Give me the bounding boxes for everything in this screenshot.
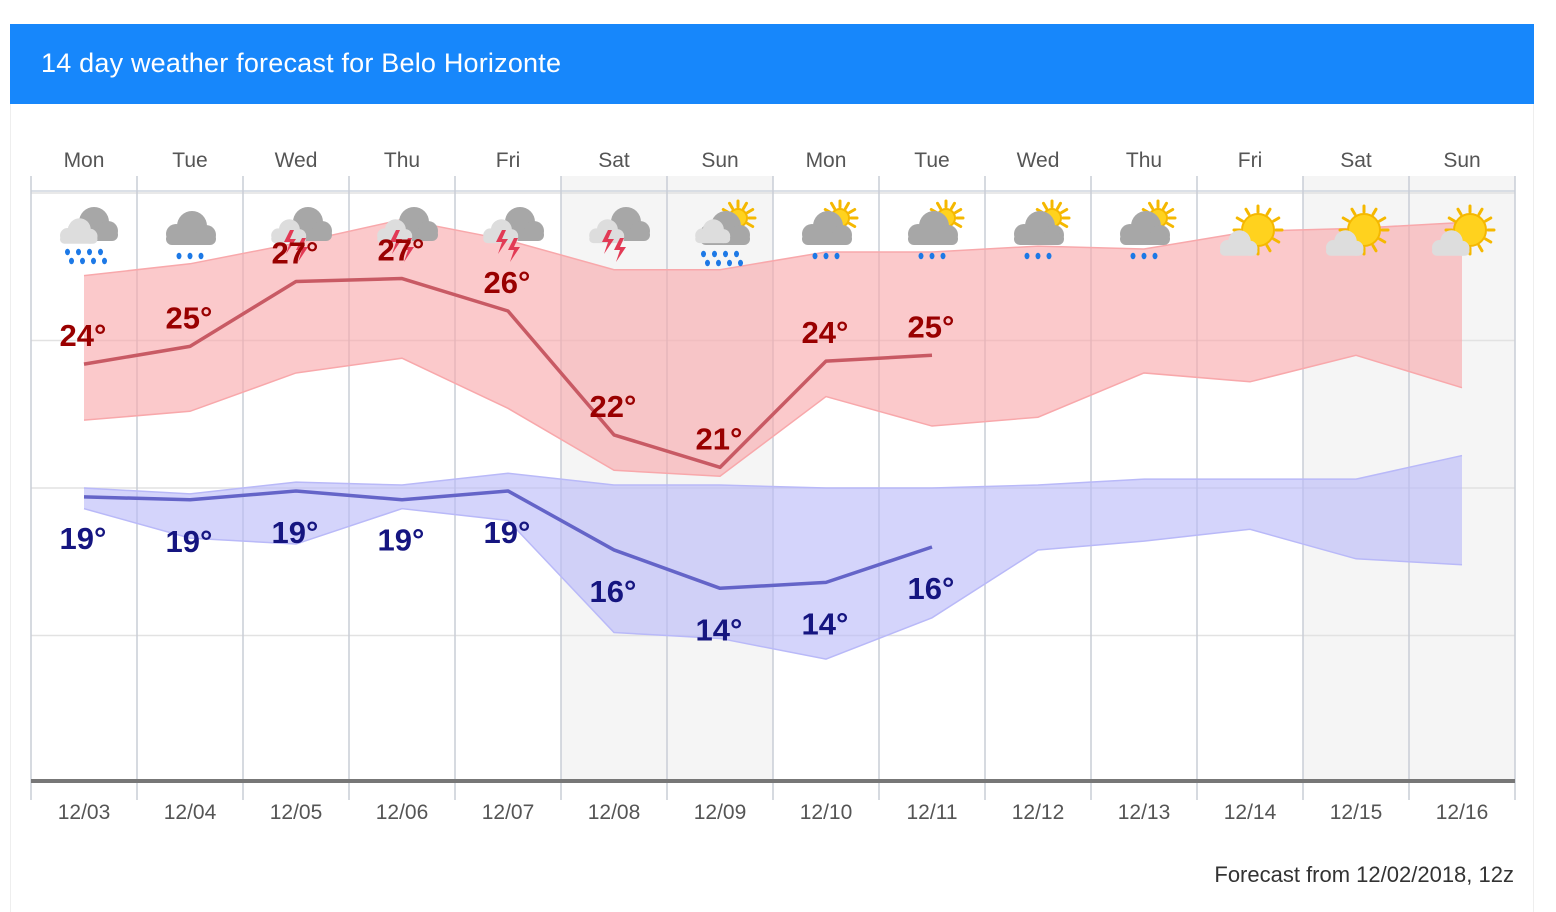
thunderstorm-icon [483, 207, 544, 262]
day-name-label: Sun [1443, 149, 1480, 172]
date-label: 12/04 [164, 801, 217, 824]
date-label: 12/07 [482, 801, 535, 824]
date-label: 12/10 [800, 801, 853, 824]
day-name-label: Wed [1017, 149, 1060, 172]
low-temp-label: 16° [590, 574, 637, 609]
day-name-label: Sat [598, 149, 630, 172]
high-temperature-band [84, 219, 1462, 477]
date-label: 12/03 [58, 801, 111, 824]
low-temp-label: 19° [272, 515, 319, 550]
day-name-label: Mon [64, 149, 105, 172]
date-label: 12/06 [376, 801, 429, 824]
day-name-label: Sun [701, 149, 738, 172]
low-temperature-line [83, 489, 933, 591]
sun-rain-cloud-icon [695, 199, 757, 267]
low-temp-label: 19° [60, 521, 107, 556]
date-label: 12/13 [1118, 801, 1171, 824]
sun-drizzle-cloud-icon [1014, 199, 1071, 260]
day-name-label: Tue [914, 149, 949, 172]
forecast-lines [83, 276, 933, 591]
day-name-label: Thu [384, 149, 420, 172]
high-temperature-band-lower-edge [83, 354, 1463, 477]
low-temp-label: 19° [484, 515, 531, 550]
forecast-source-note: Forecast from 12/02/2018, 12z [1214, 862, 1514, 887]
date-label: 12/11 [907, 801, 958, 824]
day-name-label: Sat [1340, 149, 1372, 172]
low-temp-label: 19° [166, 524, 213, 559]
sun-drizzle-cloud-icon [1120, 199, 1177, 260]
day-name-label: Thu [1126, 149, 1162, 172]
chart-labels: 24° 25° 27° 27° 26° 22° 21° 24° 25° 19° 19° 19° 19° 1… [58, 149, 1489, 824]
page-title: 14 day weather forecast for Belo Horizon… [41, 48, 562, 78]
low-temp-label: 14° [696, 612, 743, 647]
low-temperature-band-lower-edge [83, 507, 1463, 660]
rain-cloud-icon [60, 207, 118, 265]
date-label: 12/15 [1330, 801, 1383, 824]
high-temp-label: 24° [60, 318, 107, 353]
high-temp-label: 27° [272, 236, 319, 271]
high-temp-label: 26° [484, 265, 531, 300]
sun-drizzle-cloud-icon [908, 199, 965, 260]
date-label: 12/09 [694, 801, 747, 824]
forecast-header: 14 day weather forecast for Belo Horizon… [10, 24, 1534, 104]
low-temperature-band [84, 455, 1462, 660]
high-temp-label: 27° [378, 233, 425, 268]
high-temp-label: 25° [166, 300, 213, 335]
sun-cloud-icon [1326, 204, 1390, 256]
low-temp-label: 19° [378, 523, 425, 558]
forecast-panel: 24° 25° 27° 27° 26° 22° 21° 24° 25° 19° 19° 19° 19° 1… [10, 104, 1534, 912]
date-label: 12/16 [1436, 801, 1489, 824]
date-label: 12/14 [1224, 801, 1277, 824]
day-name-label: Mon [806, 149, 847, 172]
high-temp-label: 22° [590, 389, 637, 424]
sun-cloud-icon [1432, 204, 1496, 256]
thunderstorm-icon [271, 207, 332, 262]
sun-cloud-icon [1220, 204, 1284, 256]
low-temp-label: 16° [908, 571, 955, 606]
drizzle-cloud-icon [166, 211, 216, 260]
high-temp-label: 24° [802, 315, 849, 350]
day-name-label: Fri [496, 149, 521, 172]
high-temp-label: 21° [696, 421, 743, 456]
day-name-label: Wed [275, 149, 318, 172]
date-label: 12/05 [270, 801, 323, 824]
low-temp-label: 14° [802, 606, 849, 641]
thunderstorm-icon [377, 207, 438, 262]
thunderstorm-icon [589, 207, 650, 262]
forecast-chart: 24° 25° 27° 27° 26° 22° 21° 24° 25° 19° 19° 19° 19° 1… [30, 149, 1516, 824]
weather-icons [60, 199, 1496, 267]
day-name-label: Fri [1238, 149, 1263, 172]
high-temperature-line [83, 276, 933, 470]
day-name-label: Tue [172, 149, 207, 172]
date-label: 12/08 [588, 801, 641, 824]
high-temp-label: 25° [908, 309, 955, 344]
date-label: 12/12 [1012, 801, 1065, 824]
low-temperature-band-upper-edge [83, 454, 1463, 495]
sun-drizzle-cloud-icon [802, 199, 859, 260]
